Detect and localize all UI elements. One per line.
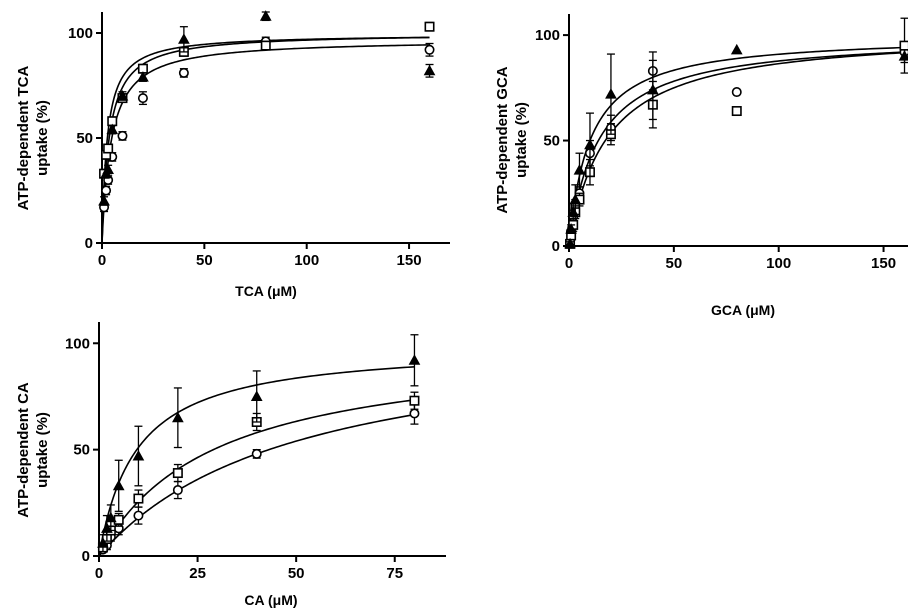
x-tick-label: 100 (294, 252, 319, 269)
data-point-triangle (584, 138, 596, 150)
y-tick-label: 0 (82, 548, 90, 565)
data-point-triangle (259, 10, 272, 21)
fit-curve-triangle (101, 36, 430, 243)
data-point-circle (172, 485, 183, 496)
data-point-triangle (423, 64, 436, 76)
x-tick-label: 150 (397, 252, 422, 269)
data-point-triangle (178, 33, 190, 44)
x-axis-label: TCA (μM) (235, 283, 297, 299)
y-tick-label: 100 (68, 25, 93, 42)
data-point-square (172, 468, 183, 479)
data-point-triangle (250, 390, 263, 401)
x-tick-label: 50 (666, 255, 683, 272)
data-point-circle (409, 408, 420, 419)
data-point-square (133, 493, 144, 504)
data-point-triangle (172, 411, 184, 423)
y-tick-label: 50 (76, 130, 93, 147)
y-axis-label-line-2: uptake (%) (34, 412, 51, 488)
data-point-triangle (98, 194, 110, 206)
fit-curve-square (568, 51, 905, 247)
data-point-square (424, 21, 435, 32)
x-tick-label: 100 (766, 255, 791, 272)
x-tick-label: 0 (565, 255, 573, 272)
data-point-triangle (898, 50, 908, 61)
data-point-triangle (132, 449, 145, 461)
fit-curve-square (101, 36, 430, 243)
chart-panel-ca: ATP-dependent CA uptake (%) CA (μM) 0 25 5… (15, 322, 446, 608)
data-point-triangle (569, 193, 582, 205)
data-point-triangle (116, 89, 129, 101)
data-point-square (899, 40, 908, 51)
y-axis-label-line-2: uptake (%) (34, 100, 51, 176)
data-point-triangle (104, 511, 117, 523)
data-point-circle (117, 130, 128, 141)
y-tick-label: 0 (85, 235, 93, 252)
data-point-square (103, 143, 114, 154)
data-point-triangle (106, 123, 119, 135)
chart-panel-tca: ATP-dependent TCA uptake (%) TCA (μM) 0 5… (15, 10, 450, 299)
data-point-triangle (564, 237, 576, 249)
y-tick-label: 50 (543, 133, 560, 150)
data-point-triangle (605, 88, 617, 99)
data-point-circle (178, 67, 189, 78)
data-point-circle (137, 93, 148, 104)
x-tick-label: 0 (98, 252, 106, 269)
data-point-circle (101, 185, 112, 196)
fit-curve-triangle (568, 46, 905, 247)
data-point-triangle (647, 83, 659, 95)
data-point-triangle (408, 354, 421, 365)
x-axis-label: GCA (μM) (711, 302, 775, 318)
data-point-circle (731, 87, 742, 98)
x-axis-label: CA (μM) (244, 592, 297, 608)
y-axis-label-line-1: ATP-dependent GCA (494, 66, 511, 213)
chart-panel-gca: ATP-dependent GCA uptake (%) GCA (μM) 0 5… (494, 14, 908, 318)
data-point-circle (424, 44, 435, 55)
x-tick-label: 150 (871, 255, 896, 272)
data-point-triangle (102, 163, 114, 174)
y-axis-label-line-1: ATP-dependent CA (15, 382, 32, 518)
y-axis-label-line-1: ATP-dependent TCA (15, 65, 32, 210)
y-tick-label: 100 (535, 27, 560, 44)
data-point-triangle (730, 43, 743, 55)
y-tick-label: 100 (65, 335, 90, 352)
data-point-triangle (97, 537, 109, 548)
data-point-circle (251, 448, 262, 459)
fit-curve-circle (101, 44, 430, 243)
x-tick-label: 50 (196, 252, 213, 269)
data-point-triangle (112, 479, 125, 491)
fit-curve-circle (568, 51, 905, 247)
data-point-circle (133, 510, 144, 521)
x-tick-label: 0 (95, 565, 103, 582)
data-point-triangle (573, 164, 586, 175)
y-axis-label-line-2: uptake (%) (513, 102, 530, 178)
x-tick-label: 25 (189, 565, 206, 582)
data-point-triangle (137, 71, 149, 82)
y-tick-label: 50 (73, 442, 90, 459)
data-point-square (731, 106, 742, 117)
data-point-triangle (565, 223, 577, 234)
fit-curve-circle (98, 413, 415, 557)
y-tick-label: 0 (552, 238, 560, 255)
x-tick-label: 75 (386, 565, 403, 582)
data-point-square (113, 514, 124, 525)
data-point-square (260, 40, 271, 51)
x-tick-label: 50 (288, 565, 305, 582)
data-point-square (409, 395, 420, 406)
